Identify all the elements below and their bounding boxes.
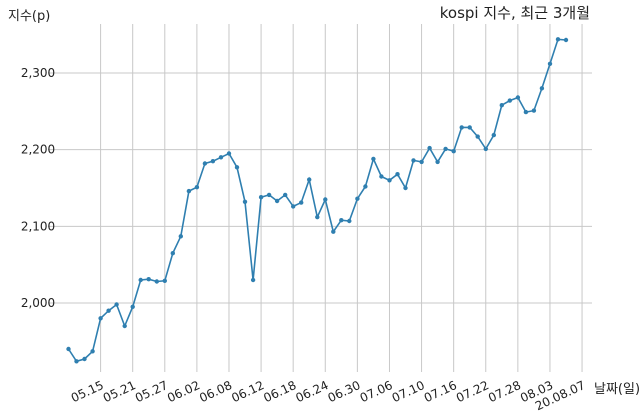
data-point [491, 132, 496, 138]
data-point [154, 279, 159, 284]
x-tick-labels: 05.1505.2105.2706.0206.0806.1206.1806.24… [69, 378, 588, 413]
data-point [114, 302, 119, 307]
data-point [122, 323, 127, 329]
data-point [411, 158, 416, 163]
data-point [283, 192, 288, 198]
x-tick-label: 07.28 [486, 378, 523, 405]
data-point [331, 229, 336, 234]
data-point [363, 184, 368, 189]
data-point [170, 251, 175, 256]
data-point [291, 204, 296, 209]
chart-title: kospi 지수, 최근 3개월 [440, 4, 590, 22]
data-point [531, 108, 537, 113]
x-tick-label: 07.16 [422, 378, 459, 405]
data-point [315, 214, 320, 220]
y-axis-label: 지수(p) [8, 9, 50, 24]
x-tick-label: 06.02 [165, 378, 202, 405]
x-tick-label: 06.12 [229, 378, 266, 405]
data-point [451, 149, 456, 154]
data-point [194, 185, 200, 190]
data-point [339, 218, 344, 223]
data-point [242, 199, 248, 204]
data-point [226, 151, 232, 156]
x-axis-label: 날짜(일) [594, 382, 640, 397]
y-tick-label: 2,100 [21, 219, 55, 233]
data-point [66, 346, 71, 352]
x-tick-label: 05.15 [69, 378, 106, 405]
data-point [258, 195, 264, 200]
x-tick-label: 07.22 [454, 378, 491, 405]
data-point [427, 145, 432, 151]
data-point [274, 198, 280, 204]
x-tick-label: 06.24 [293, 378, 330, 405]
data-point [443, 146, 448, 152]
data-point [419, 159, 424, 165]
data-point [90, 349, 95, 354]
data-point [539, 86, 545, 91]
data-point [202, 161, 208, 166]
data-point [266, 192, 272, 198]
data-point [74, 359, 79, 364]
x-tick-label: 05.27 [133, 378, 170, 405]
data-point [250, 277, 256, 283]
x-tick-label: 06.18 [261, 378, 298, 405]
y-tick-label: 2,000 [21, 296, 55, 310]
data-point [563, 37, 569, 43]
data-point [507, 98, 512, 103]
x-tick-label: 05.21 [101, 378, 138, 405]
x-tick-label: 07.10 [390, 378, 427, 405]
data-point [307, 177, 312, 182]
data-point [395, 172, 400, 177]
data-point [523, 109, 529, 115]
data-point [106, 308, 111, 313]
data-point [98, 316, 103, 321]
y-tick-label: 2,300 [21, 66, 55, 80]
data-point [459, 125, 464, 130]
series-line [67, 38, 567, 363]
data-point [387, 178, 392, 183]
data-point [499, 103, 504, 108]
x-tick-label: 07.06 [358, 378, 395, 405]
data-point [234, 165, 240, 170]
data-point [130, 304, 135, 309]
data-point [210, 159, 216, 164]
data-point [299, 200, 304, 205]
data-point [515, 95, 521, 100]
y-tick-label: 2,200 [21, 143, 55, 157]
data-point [162, 278, 167, 283]
data-point [138, 277, 143, 283]
x-tick-label: 06.08 [197, 378, 234, 405]
data-point [323, 197, 328, 202]
series-kospi [66, 37, 569, 364]
data-point [347, 218, 352, 224]
data-point [371, 156, 376, 162]
data-point [483, 146, 488, 152]
data-point [547, 61, 553, 66]
data-point [186, 188, 192, 194]
data-point [475, 134, 480, 139]
y-tick-labels: 2,000 2,100 2,200 2,300 [21, 66, 55, 310]
data-point [555, 37, 561, 42]
data-point [467, 125, 472, 130]
data-point [218, 155, 224, 160]
data-point [379, 174, 384, 179]
x-tick-label: 06.30 [326, 378, 363, 405]
data-point [146, 277, 151, 282]
data-point [82, 356, 87, 362]
gridlines [48, 24, 592, 372]
data-point [178, 234, 183, 239]
data-point [435, 159, 440, 165]
data-point [403, 185, 408, 191]
data-point [355, 196, 360, 201]
